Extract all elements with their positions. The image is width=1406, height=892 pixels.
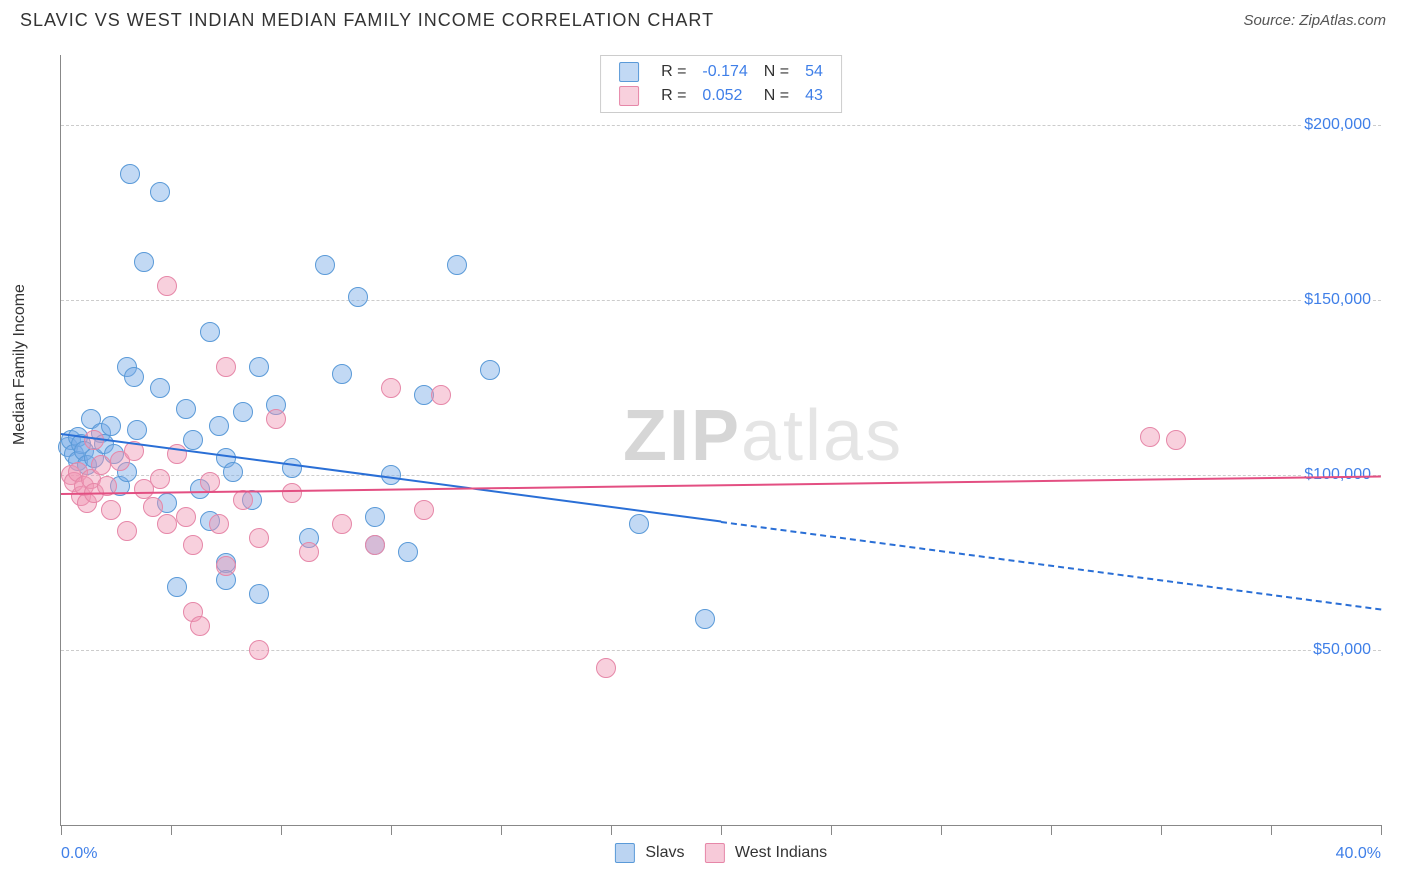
x-tick xyxy=(1271,825,1272,835)
data-point-westindians xyxy=(249,528,269,548)
gridline xyxy=(61,125,1381,126)
data-point-slavs xyxy=(120,164,140,184)
data-point-slavs xyxy=(480,360,500,380)
data-point-westindians xyxy=(200,472,220,492)
data-point-slavs xyxy=(365,507,385,527)
data-point-westindians xyxy=(1166,430,1186,450)
gridline xyxy=(61,475,1381,476)
y-tick-label: $200,000 xyxy=(1302,116,1373,134)
data-point-westindians xyxy=(101,500,121,520)
x-tick xyxy=(391,825,392,835)
data-point-slavs xyxy=(249,357,269,377)
x-tick-label: 0.0% xyxy=(61,845,97,863)
data-point-westindians xyxy=(190,616,210,636)
data-point-slavs xyxy=(398,542,418,562)
x-tick xyxy=(941,825,942,835)
source-label: Source: ZipAtlas.com xyxy=(1243,12,1386,29)
data-point-slavs xyxy=(348,287,368,307)
watermark: ZIPatlas xyxy=(623,395,903,477)
data-point-westindians xyxy=(299,542,319,562)
data-point-westindians xyxy=(266,409,286,429)
data-point-slavs xyxy=(695,609,715,629)
data-point-westindians xyxy=(431,385,451,405)
data-point-slavs xyxy=(200,322,220,342)
x-tick xyxy=(1161,825,1162,835)
data-point-westindians xyxy=(332,514,352,534)
data-point-slavs xyxy=(282,458,302,478)
data-point-slavs xyxy=(134,252,154,272)
data-point-westindians xyxy=(596,658,616,678)
data-point-slavs xyxy=(176,399,196,419)
data-point-slavs xyxy=(249,584,269,604)
x-tick xyxy=(281,825,282,835)
data-point-slavs xyxy=(124,367,144,387)
chart-title: SLAVIC VS WEST INDIAN MEDIAN FAMILY INCO… xyxy=(20,10,714,31)
regression-line xyxy=(721,521,1381,610)
data-point-westindians xyxy=(216,556,236,576)
y-axis-label: Median Family Income xyxy=(11,284,29,445)
data-point-slavs xyxy=(233,402,253,422)
data-point-westindians xyxy=(365,535,385,555)
data-point-slavs xyxy=(447,255,467,275)
data-point-westindians xyxy=(183,535,203,555)
data-point-westindians xyxy=(91,455,111,475)
x-tick xyxy=(171,825,172,835)
x-tick xyxy=(501,825,502,835)
data-point-slavs xyxy=(315,255,335,275)
data-point-westindians xyxy=(216,357,236,377)
data-point-westindians xyxy=(150,469,170,489)
data-point-westindians xyxy=(381,378,401,398)
legend-row-westindians: R =0.052N =43 xyxy=(611,84,831,108)
data-point-westindians xyxy=(143,497,163,517)
y-tick-label: $150,000 xyxy=(1302,291,1373,309)
x-tick xyxy=(611,825,612,835)
data-point-slavs xyxy=(223,462,243,482)
data-point-westindians xyxy=(414,500,434,520)
data-point-westindians xyxy=(117,521,137,541)
y-tick-label: $50,000 xyxy=(1311,641,1373,659)
data-point-westindians xyxy=(157,514,177,534)
data-point-slavs xyxy=(209,416,229,436)
data-point-westindians xyxy=(157,276,177,296)
x-tick xyxy=(1051,825,1052,835)
x-tick xyxy=(1381,825,1382,835)
gridline xyxy=(61,300,1381,301)
chart-area: Median Family Income ZIPatlas R =-0.174N… xyxy=(20,45,1386,845)
x-tick-label: 40.0% xyxy=(1336,845,1381,863)
legend-item: West Indians xyxy=(704,843,827,863)
header: SLAVIC VS WEST INDIAN MEDIAN FAMILY INCO… xyxy=(0,0,1406,36)
data-point-slavs xyxy=(167,577,187,597)
correlation-legend: R =-0.174N =54R =0.052N =43 xyxy=(600,55,842,113)
data-point-slavs xyxy=(629,514,649,534)
regression-line xyxy=(61,475,1381,494)
data-point-westindians xyxy=(209,514,229,534)
legend-item: Slavs xyxy=(615,843,685,863)
x-tick xyxy=(721,825,722,835)
data-point-slavs xyxy=(332,364,352,384)
data-point-slavs xyxy=(127,420,147,440)
series-legend: Slavs West Indians xyxy=(615,843,827,863)
data-point-slavs xyxy=(150,378,170,398)
data-point-slavs xyxy=(150,182,170,202)
data-point-slavs xyxy=(183,430,203,450)
data-point-slavs xyxy=(101,416,121,436)
legend-row-slavs: R =-0.174N =54 xyxy=(611,60,831,84)
x-tick xyxy=(831,825,832,835)
data-point-westindians xyxy=(1140,427,1160,447)
data-point-westindians xyxy=(176,507,196,527)
data-point-westindians xyxy=(282,483,302,503)
x-tick xyxy=(61,825,62,835)
data-point-westindians xyxy=(249,640,269,660)
scatter-plot: ZIPatlas R =-0.174N =54R =0.052N =43 Sla… xyxy=(60,55,1381,826)
